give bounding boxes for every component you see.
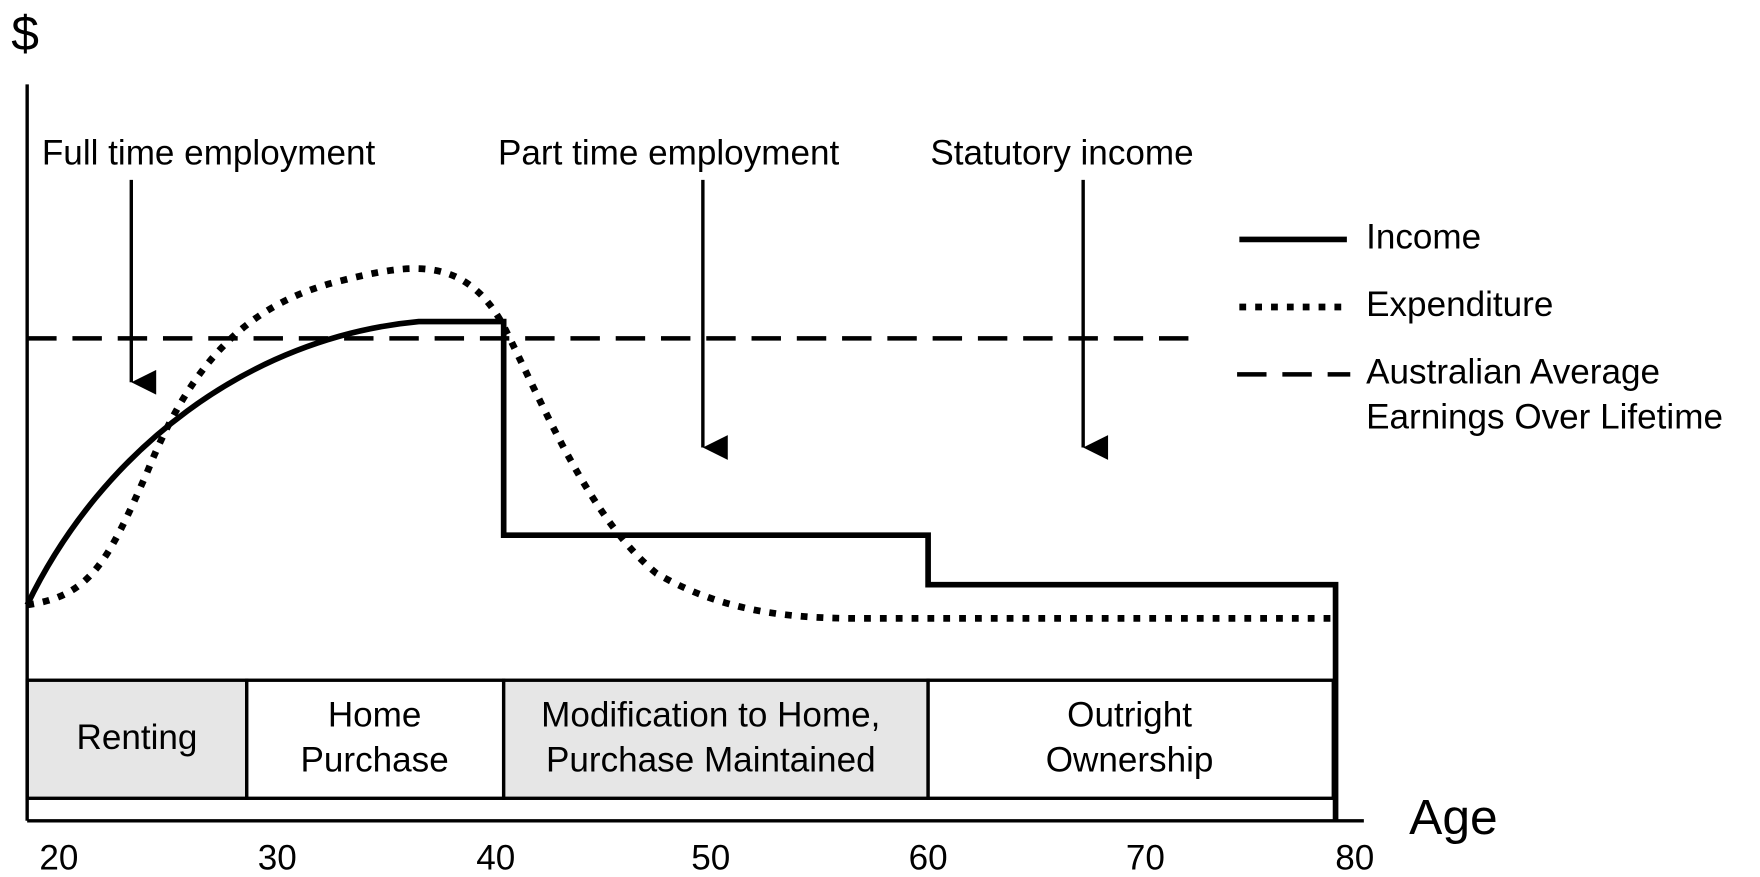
- phase-box: [501, 678, 930, 800]
- phase-label: Home: [328, 696, 422, 735]
- x-tick-label: 60: [909, 838, 948, 877]
- income-line: [24, 318, 1339, 821]
- phase-label: Outright: [1067, 696, 1192, 735]
- x-tick-label: 50: [691, 838, 730, 877]
- phase-label: Modification to Home,: [541, 696, 880, 735]
- legend-label: Earnings Over Lifetime: [1366, 398, 1723, 437]
- legend-label: Australian Average: [1366, 353, 1660, 392]
- x-tick-label: 20: [39, 838, 78, 877]
- y-axis-label: $: [11, 5, 39, 61]
- x-axis-label: Age: [1409, 789, 1498, 845]
- phase-label: Renting: [76, 718, 197, 757]
- x-tick-label: 80: [1335, 838, 1374, 877]
- annotation: Part time employment: [498, 133, 840, 172]
- phase-label: Purchase Maintained: [546, 741, 876, 780]
- annotation: Full time employment: [42, 133, 376, 172]
- x-ticks: 20 30 40 50 60 70 80: [39, 838, 1374, 877]
- legend-label: Income: [1366, 218, 1481, 257]
- x-tick-label: 70: [1126, 838, 1165, 877]
- legend-label: Expenditure: [1366, 285, 1553, 324]
- phase-box: [245, 678, 506, 800]
- expenditure-line: [26, 265, 1336, 622]
- phase-label: Purchase: [301, 741, 449, 780]
- x-tick-label: 30: [258, 838, 297, 877]
- phase-band: [25, 678, 1335, 800]
- annotation: Statutory income: [930, 133, 1193, 172]
- phase-box: [25, 678, 249, 800]
- phase-label: Ownership: [1046, 741, 1214, 780]
- x-tick-label: 40: [476, 838, 515, 877]
